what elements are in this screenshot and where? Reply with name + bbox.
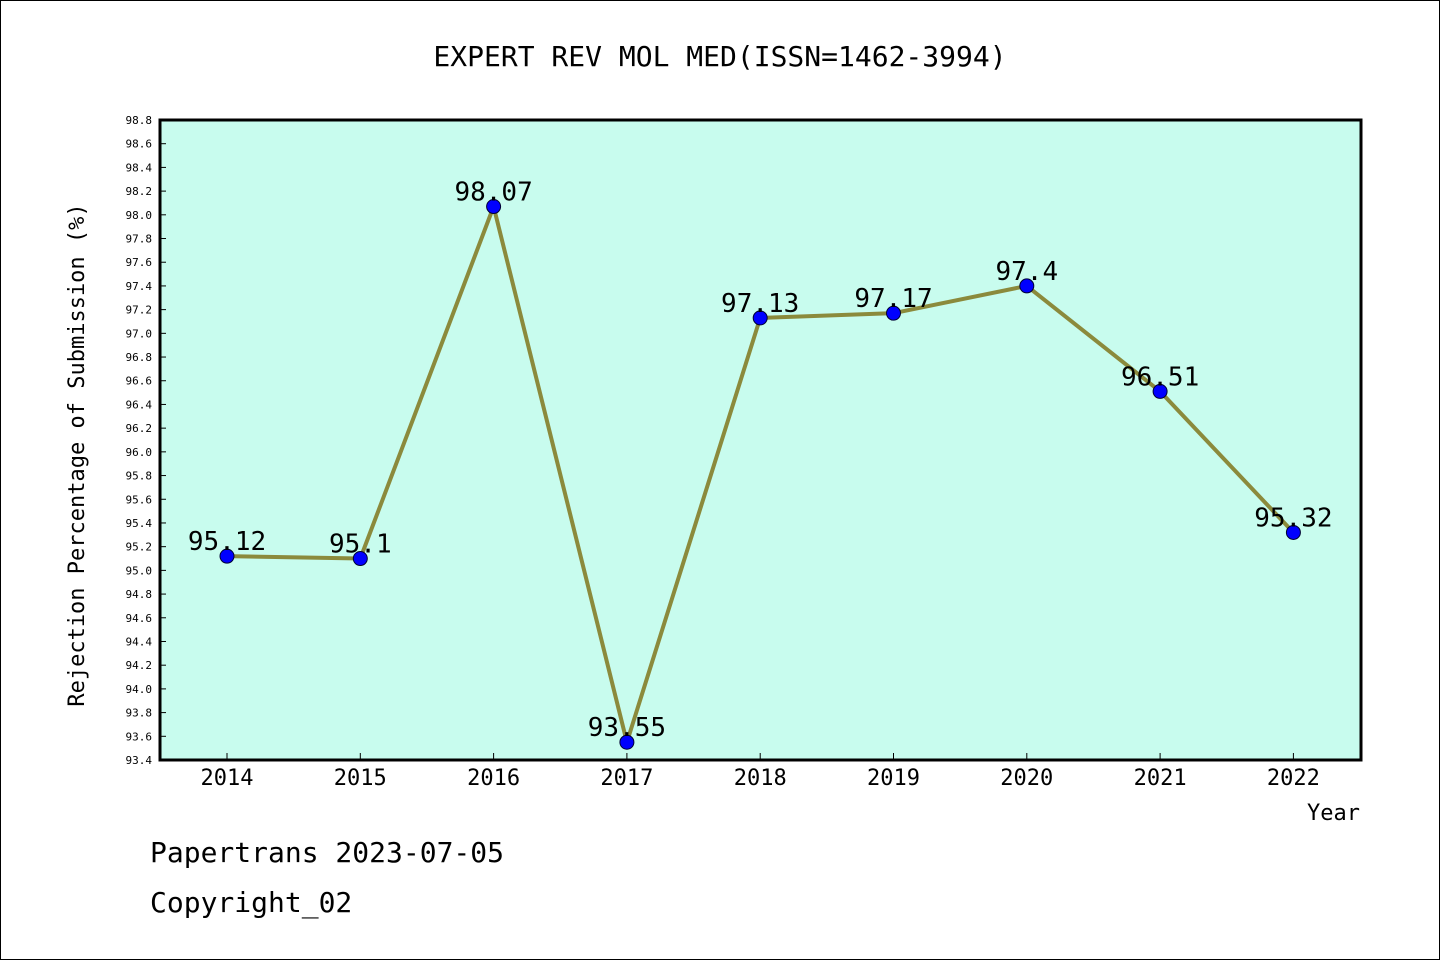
y-tick-label: 98.6 <box>126 138 153 151</box>
y-tick-label: 98.8 <box>126 114 153 127</box>
data-label: 97.17 <box>854 284 932 314</box>
data-point <box>886 305 901 321</box>
data-point <box>1019 278 1035 294</box>
chart-title: EXPERT REV MOL MED(ISSN=1462-3994) <box>433 40 1006 73</box>
y-tick-label: 95.2 <box>126 541 153 554</box>
data-point <box>1285 524 1301 540</box>
data-label: 95.1 <box>329 530 392 560</box>
x-tick-label: 2020 <box>1000 766 1053 791</box>
data-point <box>352 551 368 567</box>
data-label: 97.4 <box>995 257 1058 287</box>
y-tick-label: 96.6 <box>126 375 153 388</box>
x-axis-ticks: 2014 2015 2016 2017 2018 2019 2020 2021 2022 <box>201 753 1320 791</box>
x-tick-label: 2018 <box>734 766 787 791</box>
y-tick-label: 97.8 <box>126 233 153 246</box>
y-tick-label: 94.6 <box>126 612 153 625</box>
y-tick-label: 96.8 <box>126 351 153 364</box>
data-point <box>752 310 768 326</box>
y-tick-label: 96.4 <box>126 398 153 411</box>
x-tick-label: 2014 <box>201 766 254 791</box>
footer-copyright: Copyright_02 <box>150 886 353 919</box>
data-label: 95.32 <box>1254 503 1332 533</box>
data-point <box>219 548 235 564</box>
x-tick-label: 2015 <box>334 766 387 791</box>
y-tick-label: 93.6 <box>126 730 153 743</box>
x-tick-label: 2017 <box>600 766 653 791</box>
y-tick-label: 97.6 <box>126 256 153 269</box>
plot-area <box>158 118 1363 762</box>
y-tick-label: 98.2 <box>126 185 153 198</box>
y-tick-label: 95.8 <box>126 470 153 483</box>
y-axis-label: Rejection Percentage of Submission (%) <box>65 203 90 706</box>
x-tick-label: 2021 <box>1134 766 1187 791</box>
data-label: 97.13 <box>721 289 799 319</box>
data-label: 93.55 <box>588 713 666 743</box>
y-tick-label: 94.4 <box>126 635 153 648</box>
x-tick-label: 2022 <box>1267 766 1320 791</box>
y-tick-label: 94.8 <box>126 588 153 601</box>
x-tick-label: 2016 <box>467 766 520 791</box>
y-tick-label: 97.0 <box>126 327 153 340</box>
data-label: 98.07 <box>454 178 532 208</box>
y-tick-label: 98.4 <box>126 161 153 174</box>
y-tick-label: 95.0 <box>126 564 153 577</box>
y-tick-label: 95.4 <box>126 517 153 530</box>
y-tick-label: 95.6 <box>126 493 153 506</box>
data-point <box>1152 383 1168 399</box>
data-point <box>486 199 502 215</box>
x-tick-label: 2019 <box>867 766 920 791</box>
data-point <box>619 734 635 750</box>
data-series: 95.12 95.1 98.07 93.55 97.13 97.17 97.4 96.51 95… <box>188 178 1333 750</box>
y-tick-label: 94.2 <box>126 659 153 672</box>
data-label: 96.51 <box>1121 362 1199 392</box>
y-tick-label: 97.2 <box>126 304 153 317</box>
y-tick-label: 96.0 <box>126 446 153 459</box>
y-tick-label: 94.0 <box>126 683 153 696</box>
y-tick-label: 96.2 <box>126 422 153 435</box>
y-tick-label: 93.8 <box>126 707 153 720</box>
y-axis-ticks: 93.4 93.6 93.8 94.0 94.2 94.4 94.6 94.8 95.0 95.2… <box>126 114 166 767</box>
y-tick-label: 97.4 <box>126 280 153 293</box>
y-tick-label: 93.4 <box>126 754 153 767</box>
y-tick-label: 98.0 <box>126 209 153 222</box>
x-axis-label: Year <box>1307 801 1360 826</box>
data-label: 95.12 <box>188 527 266 557</box>
footer-source: Papertrans 2023-07-05 <box>150 836 505 869</box>
